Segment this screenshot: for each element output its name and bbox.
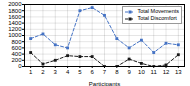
svg-text:10: 10 xyxy=(138,69,145,75)
svg-text:1: 1 xyxy=(29,69,33,75)
svg-text:400: 400 xyxy=(11,51,22,57)
svg-text:1200: 1200 xyxy=(8,26,22,32)
svg-text:0: 0 xyxy=(18,63,22,69)
svg-text:3: 3 xyxy=(54,69,58,75)
svg-text:1600: 1600 xyxy=(8,14,22,20)
svg-text:7: 7 xyxy=(103,69,107,75)
html-text:Total Discomfort: Total Discomfort xyxy=(137,15,177,21)
svg-text:8: 8 xyxy=(115,69,119,75)
svg-text:4: 4 xyxy=(66,69,70,75)
svg-text:5: 5 xyxy=(78,69,82,75)
svg-text:11: 11 xyxy=(151,69,158,75)
svg-text:800: 800 xyxy=(11,39,22,45)
svg-text:6: 6 xyxy=(91,69,95,75)
svg-text:600: 600 xyxy=(11,45,22,51)
svg-text:2: 2 xyxy=(41,69,45,75)
svg-text:1800: 1800 xyxy=(8,8,22,14)
svg-text:9: 9 xyxy=(127,69,131,75)
svg-text:2000: 2000 xyxy=(8,1,22,7)
html-text:Total Movements: Total Movements xyxy=(137,8,179,14)
svg-text:13: 13 xyxy=(175,69,182,75)
svg-text:200: 200 xyxy=(11,57,22,63)
svg-text:12: 12 xyxy=(163,69,170,75)
svg-text:1000: 1000 xyxy=(8,32,22,38)
svg-text:1400: 1400 xyxy=(8,20,22,26)
svg-text:Participants: Participants xyxy=(89,81,120,86)
